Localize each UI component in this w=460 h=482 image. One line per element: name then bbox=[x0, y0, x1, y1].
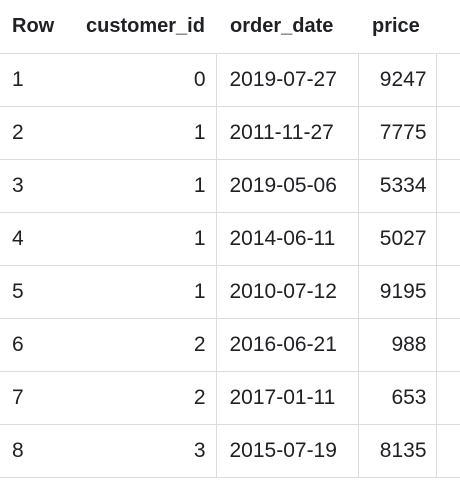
order-date-cell: 2019-07-27 bbox=[216, 53, 359, 107]
row-number-cell: 2 bbox=[0, 106, 72, 160]
row-filler bbox=[436, 265, 460, 319]
customer-id-cell: 1 bbox=[72, 106, 217, 160]
price-cell: 8135 bbox=[358, 424, 437, 478]
table-row: 3 1 2019-05-06 5334 bbox=[0, 159, 460, 213]
row-number-cell: 6 bbox=[0, 318, 72, 372]
row-number-cell: 1 bbox=[0, 53, 72, 107]
order-date-cell: 2016-06-21 bbox=[216, 318, 359, 372]
column-header-customer-id[interactable]: customer_id bbox=[72, 0, 216, 54]
order-date-cell: 2017-01-11 bbox=[216, 371, 359, 425]
order-date-cell: 2011-11-27 bbox=[216, 106, 359, 160]
customer-id-cell: 0 bbox=[72, 53, 217, 107]
column-header-price[interactable]: price bbox=[358, 0, 436, 54]
table-row: 4 1 2014-06-11 5027 bbox=[0, 212, 460, 266]
row-number-cell: 7 bbox=[0, 371, 72, 425]
table-row: 1 0 2019-07-27 9247 bbox=[0, 53, 460, 107]
customer-id-cell: 3 bbox=[72, 424, 217, 478]
price-cell: 7775 bbox=[358, 106, 437, 160]
price-cell: 5027 bbox=[358, 212, 437, 266]
order-date-cell: 2015-07-19 bbox=[216, 424, 359, 478]
row-filler bbox=[436, 371, 460, 425]
row-filler bbox=[436, 318, 460, 372]
table-body: 1 0 2019-07-27 9247 2 1 2011-11-27 7775 … bbox=[0, 53, 460, 478]
customer-id-cell: 1 bbox=[72, 265, 217, 319]
row-filler bbox=[436, 212, 460, 266]
price-cell: 5334 bbox=[358, 159, 437, 213]
order-date-cell: 2014-06-11 bbox=[216, 212, 359, 266]
row-number-cell: 4 bbox=[0, 212, 72, 266]
row-number-cell: 5 bbox=[0, 265, 72, 319]
row-filler bbox=[436, 106, 460, 160]
row-filler bbox=[436, 53, 460, 107]
table-row: 2 1 2011-11-27 7775 bbox=[0, 106, 460, 160]
order-date-cell: 2019-05-06 bbox=[216, 159, 359, 213]
row-filler bbox=[436, 159, 460, 213]
table-header: Row customer_id order_date price bbox=[0, 0, 460, 54]
price-cell: 653 bbox=[358, 371, 437, 425]
table-row: 6 2 2016-06-21 988 bbox=[0, 318, 460, 372]
customer-id-cell: 2 bbox=[72, 371, 217, 425]
customer-id-cell: 2 bbox=[72, 318, 217, 372]
row-filler bbox=[436, 424, 460, 478]
price-cell: 9247 bbox=[358, 53, 437, 107]
header-filler bbox=[436, 0, 460, 54]
customer-id-cell: 1 bbox=[72, 159, 217, 213]
header-row: Row customer_id order_date price bbox=[0, 0, 460, 54]
order-date-cell: 2010-07-12 bbox=[216, 265, 359, 319]
price-cell: 9195 bbox=[358, 265, 437, 319]
row-number-cell: 3 bbox=[0, 159, 72, 213]
column-header-row[interactable]: Row bbox=[0, 0, 72, 54]
table-row: 8 3 2015-07-19 8135 bbox=[0, 424, 460, 478]
customer-id-cell: 1 bbox=[72, 212, 217, 266]
column-header-order-date[interactable]: order_date bbox=[216, 0, 358, 54]
row-number-cell: 8 bbox=[0, 424, 72, 478]
price-cell: 988 bbox=[358, 318, 437, 372]
table-row: 7 2 2017-01-11 653 bbox=[0, 371, 460, 425]
table-row: 5 1 2010-07-12 9195 bbox=[0, 265, 460, 319]
